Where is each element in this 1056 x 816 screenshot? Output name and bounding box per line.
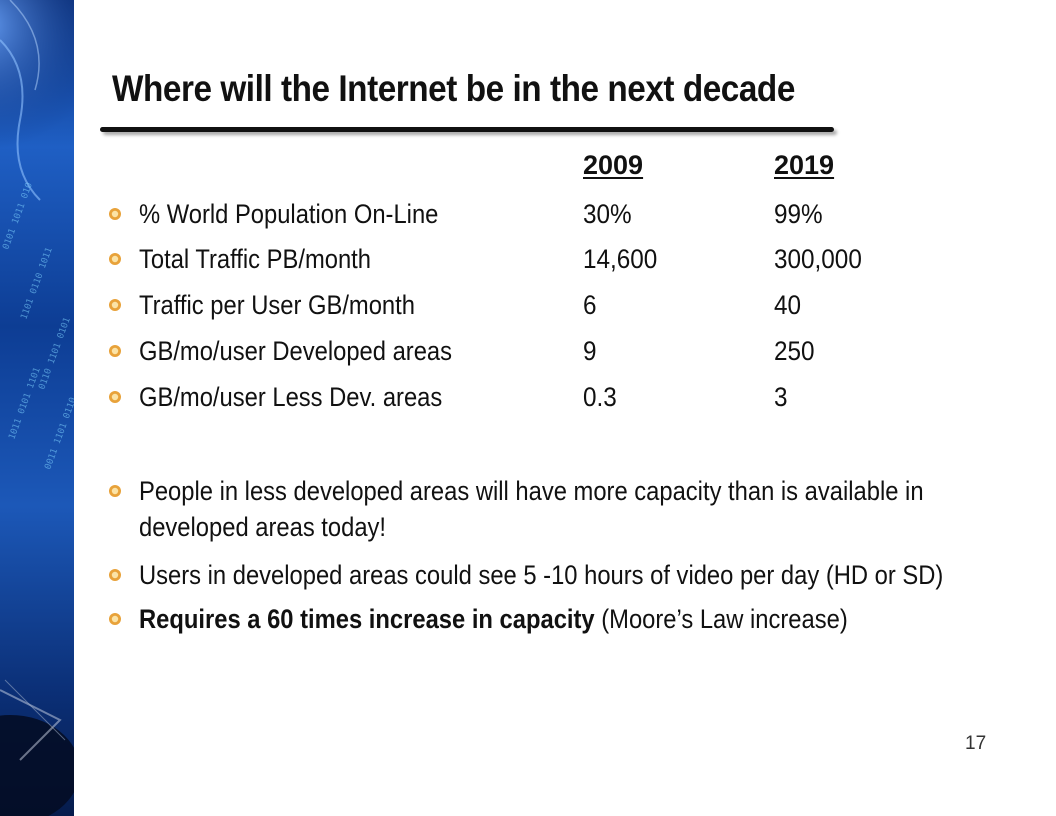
page-number: 17 bbox=[965, 733, 987, 754]
column-header-2009: 2009 bbox=[583, 150, 644, 180]
row-value-2009: 0.3 bbox=[583, 382, 617, 412]
globe-network-graphic: 0101 1011 010 1101 0110 1011 0110 1101 0… bbox=[0, 0, 74, 816]
sun-bullet-icon bbox=[109, 569, 121, 581]
note-bold-text: Requires a 60 times increase in capacity bbox=[139, 604, 595, 634]
list-item: People in less developed areas will have… bbox=[104, 473, 1034, 545]
row-value-2009: 6 bbox=[583, 290, 597, 320]
sun-bullet-icon bbox=[109, 391, 121, 403]
note-plain-text: (Moore’s Law increase) bbox=[594, 604, 848, 634]
svg-text:0011 1101 0110: 0011 1101 0110 bbox=[43, 396, 74, 471]
sun-bullet-icon bbox=[109, 613, 121, 625]
svg-text:1101 0110 1011: 1101 0110 1011 bbox=[19, 246, 54, 321]
row-value-2009: 9 bbox=[583, 336, 597, 366]
row-value-2019: 40 bbox=[774, 290, 802, 320]
list-item: Requires a 60 times increase in capacity… bbox=[104, 601, 1034, 637]
sun-bullet-icon bbox=[109, 485, 121, 497]
sun-bullet-icon bbox=[109, 208, 121, 220]
svg-text:0101 1011 010: 0101 1011 010 bbox=[1, 181, 34, 251]
decorative-side-band: 0101 1011 010 1101 0110 1011 0110 1101 0… bbox=[0, 0, 74, 816]
row-value-2019: 99% bbox=[774, 199, 823, 229]
row-value-2009: 30% bbox=[583, 199, 632, 229]
svg-text:1011 0101 1101: 1011 0101 1101 bbox=[7, 366, 42, 441]
sun-bullet-icon bbox=[109, 299, 121, 311]
sun-bullet-icon bbox=[109, 345, 121, 357]
row-value-2019: 3 bbox=[774, 382, 788, 412]
note-text: Users in developed areas could see 5 -10… bbox=[139, 560, 944, 590]
row-label: GB/mo/user Less Dev. areas bbox=[139, 382, 443, 412]
row-label: Total Traffic PB/month bbox=[139, 244, 371, 274]
list-item: Users in developed areas could see 5 -10… bbox=[104, 557, 1034, 593]
row-value-2019: 250 bbox=[774, 336, 815, 366]
row-label: Traffic per User GB/month bbox=[139, 290, 415, 320]
row-value-2019: 300,000 bbox=[774, 244, 862, 274]
svg-text:0110 1101 0101: 0110 1101 0101 bbox=[37, 316, 72, 391]
column-header-2019: 2019 bbox=[774, 150, 835, 180]
note-text: Requires a 60 times increase in capacity… bbox=[139, 601, 1045, 637]
row-label: % World Population On-Line bbox=[139, 199, 439, 229]
row-value-2009: 14,600 bbox=[583, 244, 658, 274]
title-underline-rule bbox=[100, 127, 834, 132]
row-label: GB/mo/user Developed areas bbox=[139, 336, 453, 366]
sun-bullet-icon bbox=[109, 253, 121, 265]
note-text: People in less developed areas will have… bbox=[139, 476, 924, 542]
page-title: Where will the Internet be in the next d… bbox=[112, 68, 795, 109]
